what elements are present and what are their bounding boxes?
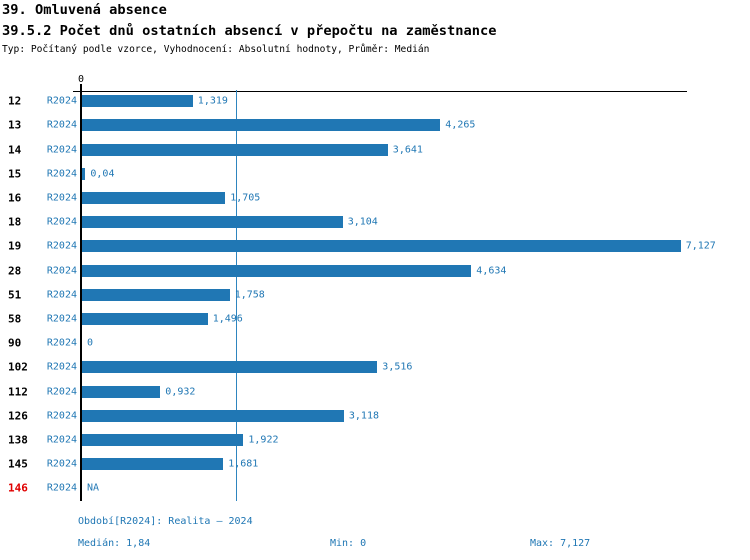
bar-value-label: 3,641 — [392, 144, 423, 155]
row-id-label: 28 — [8, 264, 22, 277]
bar-value-label: 1,681 — [228, 458, 259, 470]
row-id-label: 18 — [8, 215, 22, 229]
bar-value-label: 3,118 — [348, 410, 379, 422]
bar-value-label: 4,634 — [476, 265, 507, 276]
y-axis-line — [79, 90, 82, 501]
x-axis-zero-label: 0 — [77, 74, 85, 85]
row-series-label: R2024 — [46, 434, 77, 446]
row-id-label: 13 — [8, 118, 22, 132]
indicator-subtitle: 39.5.2 Počet dnů ostatních absencí v pře… — [2, 23, 497, 39]
bar-value-label: 0 — [87, 337, 94, 349]
bar-value-label: 4,265 — [445, 119, 476, 131]
row-id-label: 90 — [8, 336, 22, 350]
bar — [82, 143, 388, 156]
footer-min: Min: 0 — [330, 538, 367, 549]
row-id-label: 146 — [8, 481, 28, 495]
bar — [82, 264, 472, 277]
row-series-label: R2024 — [46, 95, 77, 107]
row-id-label: 12 — [8, 94, 22, 108]
row-id-label: 58 — [8, 312, 22, 326]
bar — [82, 119, 441, 132]
row-series-label: R2024 — [46, 361, 77, 373]
row-series-label: R2024 — [46, 192, 77, 204]
row-id-label: 51 — [8, 288, 22, 302]
row-id-label: 126 — [8, 409, 28, 423]
bar — [82, 361, 378, 374]
row-series-label: R2024 — [46, 410, 77, 422]
bar — [82, 240, 681, 253]
row-series-label: R2024 — [46, 289, 77, 301]
x-axis-line — [73, 90, 687, 92]
row-series-label: R2024 — [46, 313, 77, 325]
bar-value-label: 0,932 — [165, 386, 196, 397]
bar — [82, 409, 344, 422]
bar-value-label: 3,104 — [347, 216, 378, 228]
median-line — [235, 90, 238, 501]
bar-value-label: 1,705 — [230, 192, 261, 204]
bar — [82, 167, 86, 180]
row-series-label: R2024 — [46, 216, 77, 228]
bar — [82, 433, 244, 446]
row-series-label: R2024 — [46, 168, 77, 180]
row-id-label: 102 — [8, 360, 28, 374]
bar-value-label: 1,758 — [234, 289, 265, 301]
row-series-label: R2024 — [46, 482, 77, 494]
footer-period: Období[R2024]: Realita – 2024 — [78, 516, 253, 527]
report-title: 39. Omluvená absence — [2, 2, 167, 18]
row-series-label: R2024 — [46, 119, 77, 131]
x-axis-zero-tick — [79, 83, 82, 91]
row-series-label: R2024 — [46, 144, 77, 155]
bar-value-label: 1,319 — [197, 95, 228, 107]
bar-value-label: 7,127 — [685, 240, 716, 252]
row-series-label: R2024 — [46, 386, 77, 397]
bar — [82, 95, 193, 108]
bar — [82, 216, 343, 229]
row-series-label: R2024 — [46, 265, 77, 276]
row-id-label: 19 — [8, 239, 22, 253]
bar-value-label: 1,922 — [248, 434, 279, 446]
footer-max: Max: 7,127 — [530, 538, 591, 549]
bar — [82, 312, 208, 325]
indicator-meta: Typ: Počítaný podle vzorce, Vyhodnocení:… — [2, 44, 430, 55]
row-id-label: 14 — [8, 143, 22, 156]
bar — [82, 191, 226, 204]
bar-value-label: 0,04 — [90, 168, 115, 180]
row-id-label: 145 — [8, 457, 28, 471]
bar — [82, 385, 161, 398]
row-series-label: R2024 — [46, 458, 77, 470]
footer-median: Medián: 1,84 — [78, 538, 151, 549]
row-id-label: 138 — [8, 433, 28, 447]
bar-value-label: NA — [87, 482, 100, 494]
bar-value-label: 3,516 — [382, 361, 413, 373]
row-series-label: R2024 — [46, 240, 77, 252]
row-series-label: R2024 — [46, 337, 77, 349]
row-id-label: 112 — [8, 385, 28, 398]
bar-value-label: 1,496 — [212, 313, 243, 325]
bar — [82, 458, 224, 471]
row-id-label: 16 — [8, 191, 22, 205]
row-id-label: 15 — [8, 167, 22, 181]
bar — [82, 288, 230, 301]
